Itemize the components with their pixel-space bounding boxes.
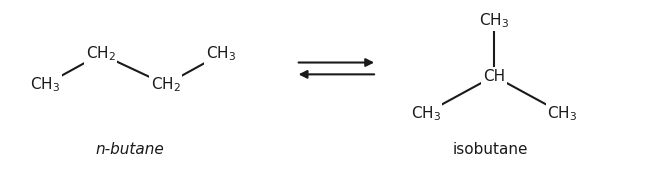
Text: n-butane: n-butane: [96, 142, 164, 157]
Text: isobutane: isobutane: [453, 142, 528, 157]
Text: CH: CH: [483, 69, 505, 83]
Text: CH$_2$: CH$_2$: [86, 45, 116, 63]
Text: CH$_3$: CH$_3$: [411, 104, 441, 123]
Text: CH$_3$: CH$_3$: [31, 75, 60, 94]
Text: CH$_3$: CH$_3$: [479, 11, 509, 30]
Text: CH$_3$: CH$_3$: [206, 45, 236, 63]
Text: CH$_3$: CH$_3$: [547, 104, 577, 123]
Text: CH$_2$: CH$_2$: [151, 75, 181, 94]
